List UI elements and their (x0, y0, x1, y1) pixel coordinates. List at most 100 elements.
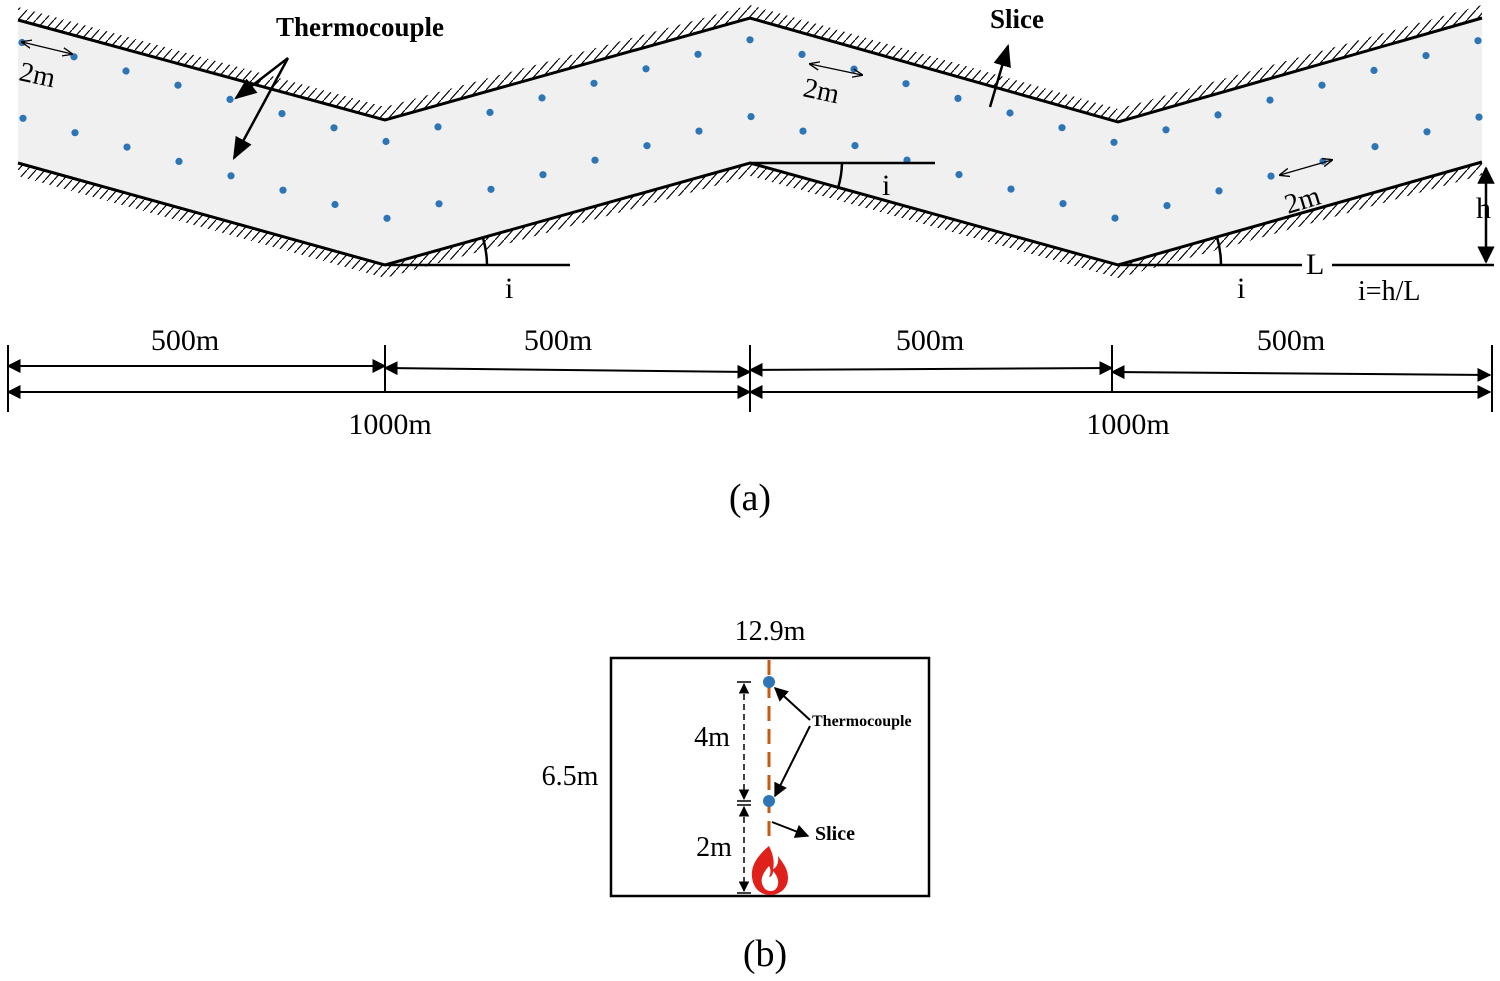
thermocouple-array (18, 36, 1483, 222)
thermocouple-point (747, 113, 755, 121)
spacing-arrow-3 (1280, 160, 1332, 175)
thermocouple-point (1163, 202, 1171, 210)
segment-dim-line-3 (748, 361, 1114, 377)
thermocouple-point (227, 172, 235, 180)
panel-a-caption: (a) (729, 477, 771, 519)
upper-thermocouple (763, 676, 775, 688)
upper-distance-label: 4m (694, 722, 730, 753)
thermocouple-point (1318, 81, 1326, 89)
thermocouple-point (798, 50, 806, 59)
thermocouple-point (799, 127, 807, 135)
thermocouple-point (694, 50, 702, 58)
thermocouple-point (1215, 187, 1223, 195)
thermocouple-point (851, 142, 859, 150)
slope-formula: i=h/L (1358, 276, 1420, 307)
length-label: L (1306, 248, 1324, 281)
thermocouple-point (538, 94, 546, 102)
panel-a: i i i h L i=h/L 2m 2m 2m Thermocouple Sl… (6, 4, 1495, 519)
thermocouple-point (1371, 143, 1379, 151)
spacing-label-2: 2m (801, 73, 843, 111)
thermocouple-point (1422, 52, 1430, 60)
thermocouple-point (746, 36, 754, 44)
lower-distance-label: 2m (696, 832, 732, 863)
thermocouple-point (1370, 66, 1378, 74)
cross-section-slice-label: Slice (815, 823, 855, 845)
thermocouple-point (1110, 138, 1118, 146)
thermocouple-point (122, 67, 130, 75)
spacing-arrow-1 (22, 42, 72, 54)
total-dim-label-1: 1000m (348, 408, 431, 441)
thermocouple-point (643, 142, 651, 150)
panel-b-caption: (b) (743, 933, 787, 975)
thermocouple-point (486, 108, 494, 116)
slice-label: Slice (990, 4, 1044, 34)
cross-section-pointer-lower (774, 725, 811, 798)
thermocouple-point (590, 79, 598, 87)
slope-angle-label-2: i (882, 169, 890, 202)
thermocouple-point (1475, 113, 1483, 121)
thermocouple-point (382, 137, 390, 146)
tunnel-body (18, 18, 1482, 265)
thermocouple-point (383, 214, 391, 222)
segment-dim-label-1: 500m (151, 324, 219, 357)
slope-angle-label-1: i (505, 272, 513, 305)
panel-b: 12.9m 6.5m 4m 2m Thermocouple Slice (542, 616, 931, 975)
thermocouple-point (1266, 96, 1274, 104)
thermocouple-point (1058, 124, 1066, 132)
slice-pointer (988, 43, 1011, 108)
thermocouple-point (434, 123, 442, 131)
thermocouple-point (591, 156, 599, 164)
height-label: h (1476, 192, 1491, 225)
cross-section-height-label: 6.5m (542, 761, 599, 792)
thermocouple-point (539, 171, 547, 179)
segment-dim-label-4: 500m (1257, 324, 1325, 357)
slope-angle-label-3: i (1237, 272, 1245, 305)
thermocouple-point (1111, 214, 1119, 222)
thermocouple-point (1474, 37, 1482, 45)
fire-icon (751, 846, 788, 895)
thermocouple-point (955, 171, 963, 179)
distance-markers (737, 681, 751, 894)
thermocouple-point (278, 110, 286, 118)
segment-dim-label-2: 500m (524, 324, 592, 357)
segment-dim-label-3: 500m (896, 324, 964, 357)
slope-angle-arc-2 (836, 162, 844, 189)
tunnel-ceiling-line (17, 16, 1483, 124)
thermocouple-point (19, 114, 27, 122)
lower-thermocouple (763, 795, 775, 807)
slope-angle-arc-3 (1215, 236, 1223, 266)
cross-section-width-label: 12.9m (735, 616, 806, 647)
total-dim-label-2: 1000m (1086, 408, 1169, 441)
thermocouple-pointer-upper (234, 57, 289, 100)
thermocouple-point (330, 124, 338, 132)
thermocouple-point (226, 95, 234, 103)
thermocouple-pointer-lower (232, 57, 290, 160)
spacing-label-1: 2m (17, 57, 59, 95)
thermocouple-point (279, 186, 287, 194)
cross-section-thermocouple-label: Thermocouple (812, 713, 912, 730)
thermocouple-point (695, 127, 703, 135)
cross-section-slice-pointer (771, 821, 810, 838)
thermocouple-point (175, 157, 183, 165)
segment-dim-line-4 (1110, 365, 1492, 382)
thermocouple-point (331, 200, 339, 209)
thermocouple-point (1423, 128, 1431, 136)
thermocouple-point (1059, 200, 1067, 208)
cross-section-pointer-upper (773, 687, 811, 721)
spacing-arrow-2 (810, 64, 862, 75)
thermocouple-point (1267, 172, 1275, 180)
thermocouple-point (1006, 109, 1014, 117)
thermocouple-point (1214, 111, 1222, 119)
thermocouple-point (902, 80, 910, 88)
thermocouple-point (174, 81, 182, 89)
thermocouple-point (123, 143, 131, 151)
thermocouple-point (71, 129, 79, 137)
slope-angle-arc-1 (481, 237, 489, 266)
dimension-lines (6, 345, 1493, 412)
thermocouple-point (642, 65, 650, 73)
thermocouple-point (954, 94, 962, 102)
thermocouple-point (487, 185, 495, 193)
thermocouple-point (435, 200, 443, 208)
thermocouple-point (1007, 185, 1015, 193)
